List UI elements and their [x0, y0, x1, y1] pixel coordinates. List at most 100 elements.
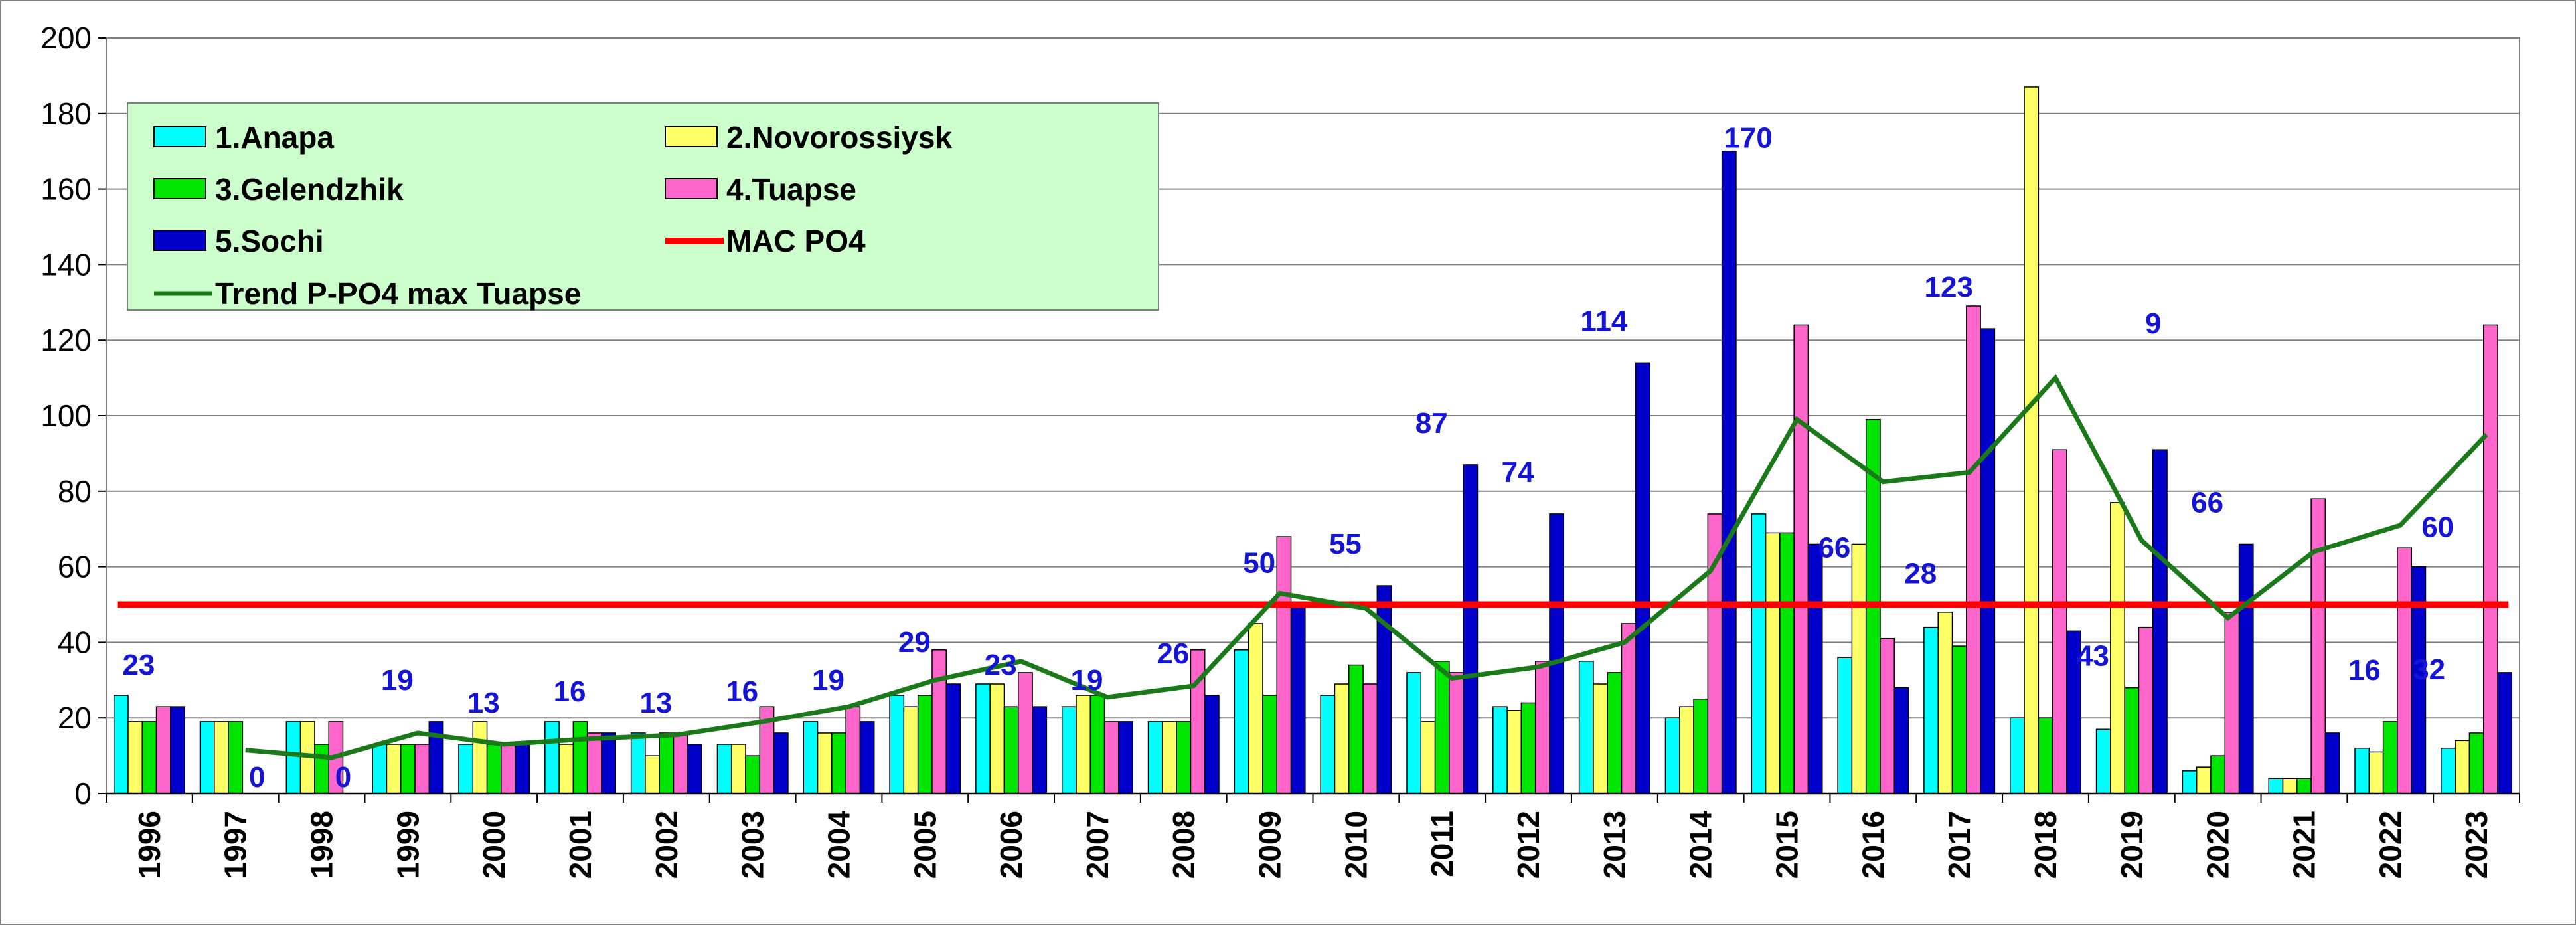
bar [544, 721, 560, 794]
bar [2310, 498, 2326, 794]
bar [2182, 770, 2198, 794]
bar [1751, 513, 1767, 794]
data-label: 16 [726, 675, 758, 708]
bar [1635, 362, 1650, 794]
data-label: 60 [2421, 511, 2454, 544]
bar [2196, 766, 2212, 794]
bar [1103, 721, 1119, 794]
bar [515, 744, 530, 794]
bar [1276, 536, 1292, 794]
bar [845, 706, 861, 794]
x-tick-label: 1999 [390, 811, 425, 879]
data-label: 23 [985, 649, 1017, 681]
bar [586, 732, 602, 794]
bar [1534, 661, 1550, 794]
legend-box [127, 102, 1159, 311]
x-tick-label: 2001 [563, 811, 598, 879]
data-label: 29 [898, 626, 931, 659]
bar [1880, 637, 1895, 794]
bar [989, 683, 1005, 794]
bar [1980, 328, 1996, 794]
bar [645, 755, 660, 794]
data-label: 50 [1243, 547, 1275, 580]
legend-label: MAC PO4 [726, 224, 866, 258]
bar [1807, 543, 1823, 794]
x-tick-label: 2006 [994, 811, 1028, 879]
bar [170, 706, 185, 794]
legend-swatch [153, 178, 206, 199]
bar [1320, 695, 1336, 794]
legend-label: 4.Tuapse [726, 172, 856, 207]
bar [1937, 612, 1953, 794]
bar [2468, 732, 2484, 794]
bar [113, 695, 129, 794]
bar [2354, 747, 2370, 794]
bar [414, 744, 430, 794]
x-tick-label: 2000 [477, 811, 511, 879]
bar [2138, 626, 2154, 794]
bar [2282, 778, 2298, 794]
data-label: 43 [2077, 639, 2109, 672]
bar [773, 732, 789, 794]
y-tick-label: 20 [58, 701, 92, 735]
bar [730, 744, 746, 794]
bar [486, 744, 502, 794]
legend-label: 3.Gelendzhik [215, 172, 404, 207]
data-label: 74 [1502, 456, 1534, 489]
bar [1492, 706, 1508, 794]
bar [1262, 695, 1277, 794]
data-label: 23 [122, 649, 155, 681]
data-label: 32 [2413, 653, 2445, 686]
x-tick-label: 2009 [1253, 811, 1287, 879]
x-tick-label: 2004 [821, 811, 856, 879]
x-tick-label: 2007 [1080, 811, 1115, 879]
bar [2024, 86, 2040, 794]
bar [917, 695, 933, 794]
bar [1837, 657, 1853, 794]
bar [1190, 649, 1206, 794]
y-tick-label: 60 [58, 550, 92, 584]
data-label: 19 [381, 664, 414, 697]
bar [558, 744, 574, 794]
bar [1951, 645, 1967, 794]
bar [903, 706, 919, 794]
bar [889, 695, 905, 794]
x-tick-label: 2010 [1338, 811, 1373, 879]
bar [199, 721, 215, 794]
x-tick-label: 1997 [218, 811, 253, 879]
x-tick-label: 2016 [1856, 811, 1890, 879]
bar [1463, 464, 1479, 794]
bar [1290, 604, 1306, 794]
legend-label: 5.Sochi [215, 224, 324, 258]
bar [501, 744, 516, 794]
x-tick-label: 2013 [1597, 811, 1632, 879]
data-label: 66 [1818, 531, 1850, 564]
bar [2124, 687, 2140, 794]
data-label: 55 [1329, 528, 1362, 560]
bar [1076, 695, 1091, 794]
bar [314, 744, 329, 794]
data-label: 16 [554, 675, 586, 708]
legend-label: 1.Anapa [215, 120, 334, 155]
bar [1434, 661, 1450, 794]
bar [1204, 695, 1220, 794]
y-tick-label: 160 [40, 172, 92, 207]
y-tick-label: 200 [40, 21, 92, 55]
legend-label: 2.Novorossiysk [726, 120, 952, 155]
bar [1765, 532, 1781, 794]
data-label: 13 [467, 687, 500, 719]
bar [1406, 672, 1422, 794]
bar [2368, 751, 2384, 794]
x-tick-label: 2020 [2201, 811, 2235, 879]
x-tick-label: 2002 [649, 811, 684, 879]
bar [1348, 664, 1364, 794]
bar [127, 721, 143, 794]
bar [2152, 449, 2168, 794]
bar [1621, 623, 1637, 794]
bar [2382, 721, 2398, 794]
bar [630, 732, 646, 794]
x-tick-label: 2018 [2028, 811, 2063, 879]
x-tick-label: 2012 [1511, 811, 1546, 879]
